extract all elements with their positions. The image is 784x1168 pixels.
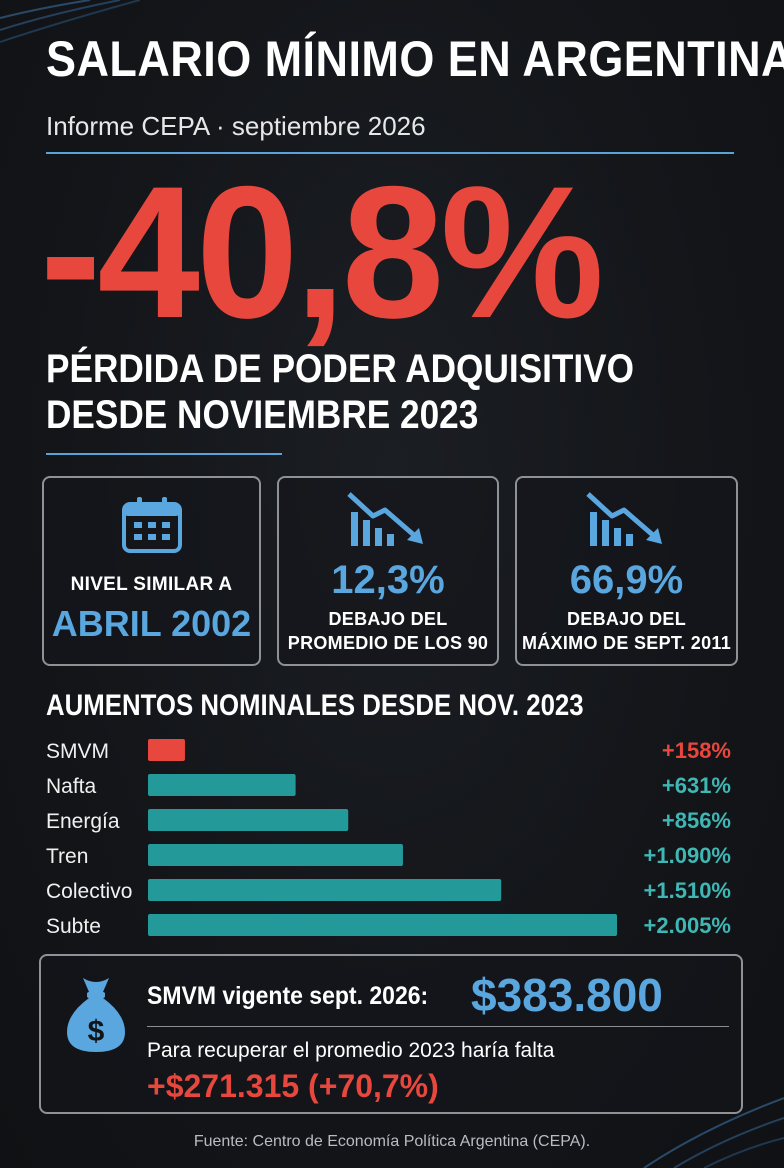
divider — [147, 1026, 729, 1027]
bar-category-label: Energía — [46, 810, 120, 833]
bar-value-label: +2.005% — [644, 913, 731, 938]
headline-text: PÉRDIDA DE PODER ADQUISITIVO DESDE NOVIE… — [46, 346, 634, 438]
bar-category-label: Subte — [46, 915, 101, 938]
stat-card-level: NIVEL SIMILAR A ABRIL 2002 — [42, 476, 261, 666]
bar-category-label: Colectivo — [46, 880, 132, 903]
bar-subte — [148, 914, 617, 936]
stat-label-line-1: DEBAJO DEL — [566, 609, 686, 629]
bar-tren — [148, 844, 403, 866]
chart-title: AUMENTOS NOMINALES DESDE NOV. 2023 — [46, 689, 584, 722]
bar-nafta — [148, 774, 296, 796]
bar-value-label: +158% — [662, 738, 731, 763]
trend-down-icon — [347, 492, 423, 546]
bar-energía — [148, 809, 349, 831]
recover-text: Para recuperar el promedio 2023 haría fa… — [147, 1039, 555, 1062]
source-footnote: Fuente: Centro de Economía Política Arge… — [193, 1133, 591, 1150]
bar-value-label: +1.510% — [644, 878, 731, 903]
bar-value-label: +631% — [662, 773, 731, 798]
bar-category-label: Tren — [46, 845, 88, 868]
stat-value: ABRIL 2002 — [51, 603, 252, 644]
svg-text:$: $ — [88, 1015, 105, 1048]
headline-line-2: DESDE NOVIEMBRE 2023 — [46, 393, 479, 437]
bar-smvm — [148, 739, 185, 761]
stat-label: NIVEL SIMILAR A — [70, 574, 233, 595]
bar-colectivo — [148, 879, 502, 901]
stat-label-line-1: DEBAJO DEL — [328, 609, 448, 629]
headline-line-1: PÉRDIDA DE PODER ADQUISITIVO — [46, 347, 635, 391]
stat-value: 66,9% — [569, 558, 684, 602]
stat-card-90s-average: 12,3% DEBAJO DEL PROMEDIO DE LOS 90 — [277, 476, 499, 666]
stat-label-line-2: PROMEDIO DE LOS 90 — [287, 633, 489, 653]
bar-category-label: Nafta — [46, 775, 97, 798]
bar-value-label: +1.090% — [644, 843, 731, 868]
stat-value: 12,3% — [331, 558, 445, 602]
page-subtitle: Informe CEPA · septiembre 2026 — [46, 111, 426, 141]
trend-down-icon — [585, 492, 662, 546]
bar-category-label: SMVM — [46, 740, 109, 763]
salary-label: SMVM vigente sept. 2026: — [147, 982, 429, 1010]
current-salary-box: $ SMVM vigente sept. 2026: $383.800 Para… — [39, 954, 743, 1114]
headline-percent: -40,8% — [40, 147, 604, 357]
calendar-icon — [121, 497, 182, 553]
page-title: SALARIO MÍNIMO EN ARGENTINA — [46, 31, 784, 87]
stat-card-2011-max: 66,9% DEBAJO DEL MÁXIMO DE SEPT. 2011 — [515, 476, 738, 666]
divider — [46, 453, 282, 455]
stat-label-line-2: MÁXIMO DE SEPT. 2011 — [521, 633, 732, 653]
recover-value: +$271.315 (+70,7%) — [147, 1068, 439, 1104]
money-bag-icon: $ — [67, 978, 125, 1052]
bar-value-label: +856% — [662, 808, 731, 833]
divider — [46, 152, 734, 154]
salary-value: $383.800 — [471, 969, 663, 1021]
